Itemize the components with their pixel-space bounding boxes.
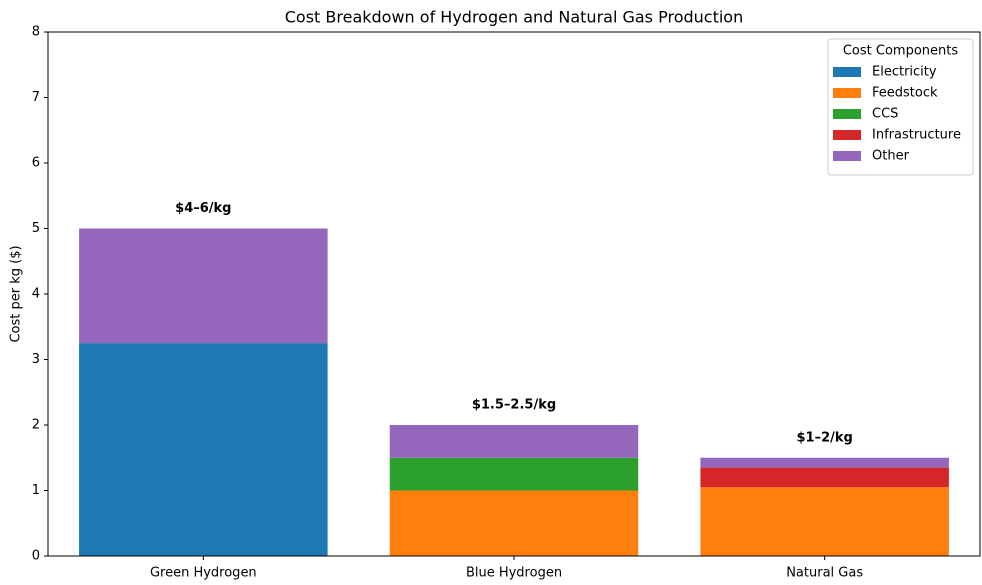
bar-segment [700,487,949,556]
legend-swatch [833,88,861,98]
x-tick-label: Natural Gas [786,566,863,581]
bar-segment [389,425,639,458]
annotation: $1–2/kg [796,430,852,445]
legend-swatch [833,109,861,119]
legend-label: Electricity [872,65,937,80]
y-tick-label: 8 [32,25,40,40]
legend-label: Other [872,149,910,164]
y-tick-label: 1 [32,483,40,498]
bar-segment [700,467,949,488]
annotation: $4–6/kg [175,201,231,216]
bar-segment [79,228,328,344]
legend-title: Cost Components [843,44,959,59]
chart-title: Cost Breakdown of Hydrogen and Natural G… [285,8,743,27]
legend-label: Feedstock [872,86,938,101]
legend-label: CCS [872,107,898,122]
y-tick-label: 5 [32,221,40,236]
bar-segment [389,457,639,491]
y-tick-label: 0 [32,549,40,564]
x-tick-label: Blue Hydrogen [466,566,562,581]
legend-label: Infrastructure [872,128,961,143]
y-tick-label: 3 [32,352,40,367]
bar-segment [700,457,949,468]
annotation: $1.5–2.5/kg [472,398,556,413]
legend-swatch [833,130,861,140]
legend-swatch [833,151,861,161]
y-tick-label: 7 [32,90,40,105]
y-tick-label: 6 [32,156,40,171]
y-tick-label: 4 [32,287,40,302]
bar-segment [79,343,328,556]
legend-swatch [833,67,861,77]
y-axis-label: Cost per kg ($) [9,245,24,342]
x-tick-label: Green Hydrogen [150,566,257,581]
plot-frame [47,31,981,557]
bar-segment [389,490,639,556]
legend-box [827,38,974,176]
y-tick-label: 2 [32,418,40,433]
